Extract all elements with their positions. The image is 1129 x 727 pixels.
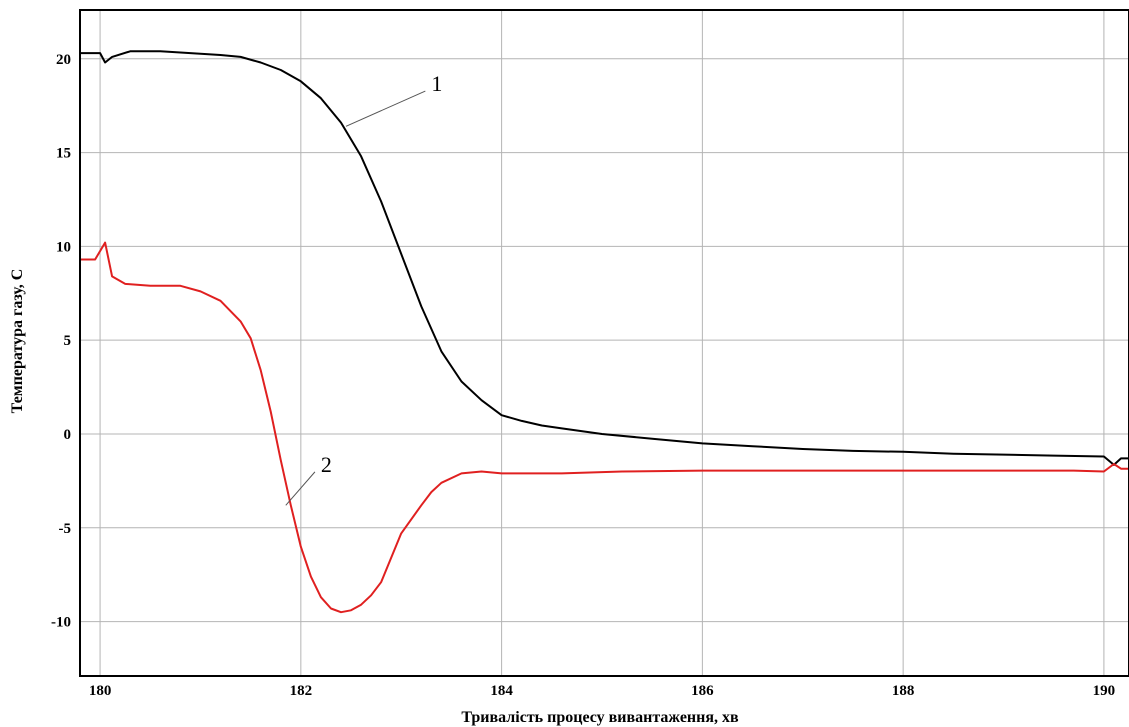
series-group (80, 50, 1129, 614)
annotation-label: 1 (431, 71, 442, 96)
y-axis-title: Температура газу, С (9, 269, 26, 414)
annotation-leader-line (285, 471, 316, 506)
y-tick-label: -10 (51, 615, 71, 631)
x-tick-label: 182 (290, 683, 313, 699)
y-tick-label: 10 (56, 239, 71, 255)
annotation-label: 2 (321, 452, 332, 477)
y-tick-label: -5 (59, 521, 72, 537)
y-tick-labels: 20 15 10 5 0 -5 -10 (51, 52, 71, 631)
x-tick-label: 186 (691, 683, 714, 699)
x-axis-title: Тривалість процесу вивантаження, хв (461, 709, 739, 726)
y-tick-label: 20 (56, 52, 71, 68)
series-line-1 (80, 50, 1129, 466)
x-tick-labels: 180 182 184 186 188 190 (89, 683, 1115, 699)
y-tick-label: 0 (64, 427, 72, 443)
x-tick-label: 184 (490, 683, 513, 699)
x-tick-label: 190 (1093, 683, 1116, 699)
curve-annotations: 12 (285, 71, 442, 506)
x-tick-label: 188 (892, 683, 915, 699)
grid-lines (80, 10, 1129, 676)
annotation-leader-line (345, 90, 426, 127)
x-tick-label: 180 (89, 683, 112, 699)
plot-frame (79, 9, 1129, 677)
series-line-2 (80, 241, 1129, 614)
y-tick-label: 5 (64, 333, 72, 349)
y-tick-label: 15 (56, 146, 71, 162)
